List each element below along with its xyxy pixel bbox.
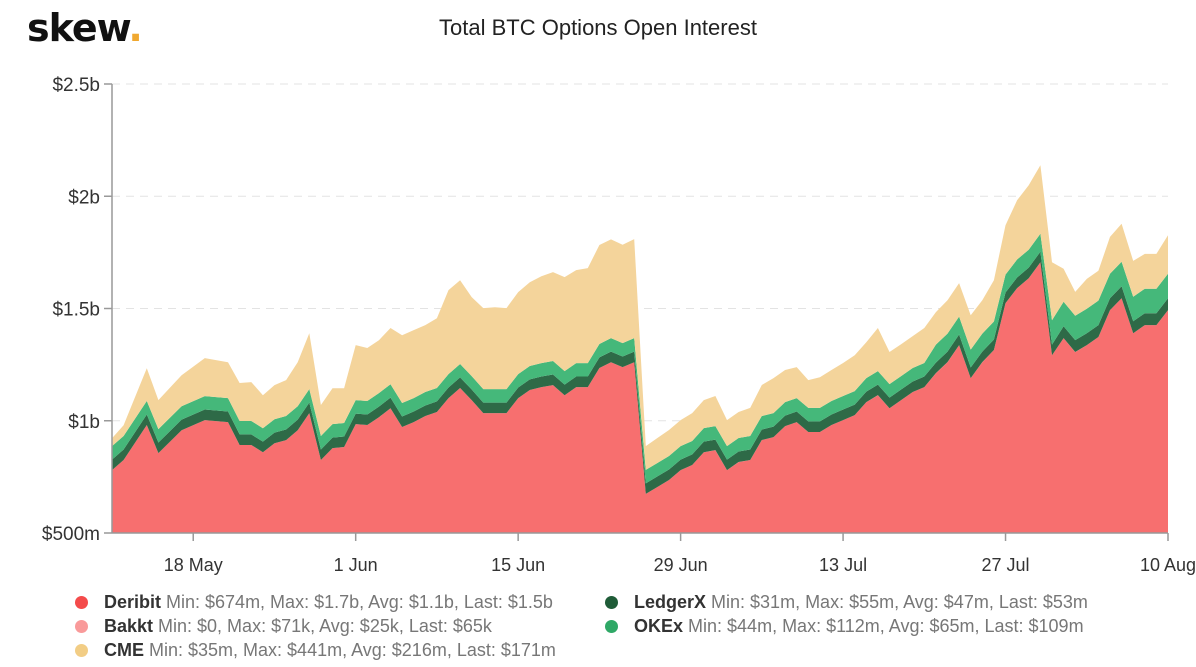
legend-stats: Min: $44m, Max: $112m, Avg: $65m, Last: … (688, 616, 1084, 636)
legend-item-cme[interactable]: CME Min: $35m, Max: $441m, Avg: $216m, La… (75, 638, 556, 662)
logo-text: skew (27, 6, 129, 50)
legend-swatch (605, 619, 618, 633)
legend-stats: Min: $0, Max: $71k, Avg: $25k, Last: $65… (158, 616, 492, 636)
legend-series-name: LedgerX (634, 592, 707, 612)
y-tick-label: $1.5b (52, 300, 100, 321)
x-tick-label: 29 Jun (654, 555, 708, 575)
x-tick-label: 10 Aug (1140, 555, 1196, 575)
legend-stats: Min: $674m, Max: $1.7b, Avg: $1.1b, Last… (166, 592, 553, 612)
legend-stats: Min: $35m, Max: $441m, Avg: $216m, Last:… (149, 640, 556, 660)
legend-item-ledgerx[interactable]: LedgerX Min: $31m, Max: $55m, Avg: $47m, … (605, 590, 1088, 614)
legend-item-okex[interactable]: OKEx Min: $44m, Max: $112m, Avg: $65m, La… (605, 614, 1088, 638)
legend-stats: Min: $31m, Max: $55m, Avg: $47m, Last: $… (711, 592, 1088, 612)
legend-series-name: Deribit (104, 592, 162, 612)
series-areas (112, 165, 1168, 533)
y-tick-label: $1b (68, 412, 100, 433)
x-tick-label: 18 May (164, 555, 223, 575)
logo-dot: . (128, 6, 142, 50)
x-tick-label: 1 Jun (334, 555, 378, 575)
legend-swatch (75, 643, 88, 657)
area-deribit (112, 262, 1168, 533)
y-tick-label: $2b (68, 187, 100, 208)
legend-right: LedgerX Min: $31m, Max: $55m, Avg: $47m, … (605, 590, 1088, 638)
skew-logo: skew. (27, 6, 143, 50)
legend-swatch (605, 595, 618, 609)
area-cme (112, 165, 1168, 470)
legend-series-name: CME (104, 640, 144, 660)
x-tick-label: 27 Jul (982, 555, 1030, 575)
legend-item-deribit[interactable]: Deribit Min: $674m, Max: $1.7b, Avg: $1.1… (75, 590, 556, 614)
axes: $500m $1b $1.5b $2b $2.5b 18 May 1 Jun 15 Jun 29… (42, 75, 1196, 575)
legend-series-name: Bakkt (104, 616, 154, 636)
legend-series-name: OKEx (634, 616, 684, 636)
legend-item-bakkt[interactable]: Bakkt Min: $0, Max: $71k, Avg: $25k, Last… (75, 614, 556, 638)
legend-left: Deribit Min: $674m, Max: $1.7b, Avg: $1.1… (75, 590, 556, 662)
y-tick-label: $2.5b (52, 75, 100, 96)
legend-swatch (75, 595, 88, 609)
x-tick-label: 15 Jun (491, 555, 545, 575)
legend-swatch (75, 619, 88, 633)
x-tick-label: 13 Jul (819, 555, 867, 575)
y-tick-label: $500m (42, 524, 100, 545)
chart-title: Total BTC Options Open Interest (439, 15, 757, 40)
